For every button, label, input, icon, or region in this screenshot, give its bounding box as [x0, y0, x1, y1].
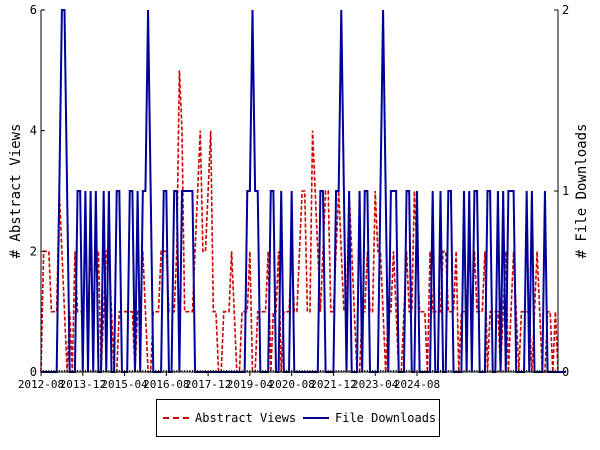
right-y-tick-label: 1	[562, 184, 569, 198]
right-y-tick-label: 2	[562, 3, 569, 17]
axis-layer: 0 2 4 6 0 1 2 2012-082013-122015-042016-082017-…	[18, 3, 569, 391]
x-tick-label: 2020-08	[268, 378, 314, 391]
x-tick-label: 2019-04	[227, 378, 274, 391]
left-y-tick-label: 0	[30, 365, 37, 379]
right-axis-title: # File Downloads	[574, 124, 590, 259]
left-y-tick-label: 6	[30, 3, 37, 17]
x-tick-label: 2013-12	[60, 378, 106, 391]
chart-legend: Abstract Views File Downloads	[156, 399, 440, 437]
legend-item-file-downloads: File Downloads	[303, 411, 436, 425]
x-tick-label: 2012-08	[18, 378, 64, 391]
legend-swatch-file-downloads	[303, 417, 329, 419]
x-tick-label: 2016-08	[143, 378, 189, 391]
x-tick-label: 2017-12	[185, 378, 231, 391]
x-tick-label: 2024-08	[394, 378, 440, 391]
x-tick-label: 2023-04	[352, 378, 399, 391]
legend-swatch-abstract-views	[163, 417, 189, 419]
legend-label-abstract-views: Abstract Views	[195, 411, 297, 425]
left-y-tick-label: 4	[30, 124, 37, 138]
x-tick-label: 2021-12	[310, 378, 356, 391]
right-y-tick-label: 0	[562, 365, 569, 379]
legend-item-abstract-views: Abstract Views	[163, 411, 296, 425]
left-axis-title: # Abstract Views	[8, 124, 24, 259]
legend-label-file-downloads: File Downloads	[335, 411, 437, 425]
left-y-tick-label: 2	[30, 244, 37, 258]
x-tick-label: 2015-04	[101, 378, 148, 391]
